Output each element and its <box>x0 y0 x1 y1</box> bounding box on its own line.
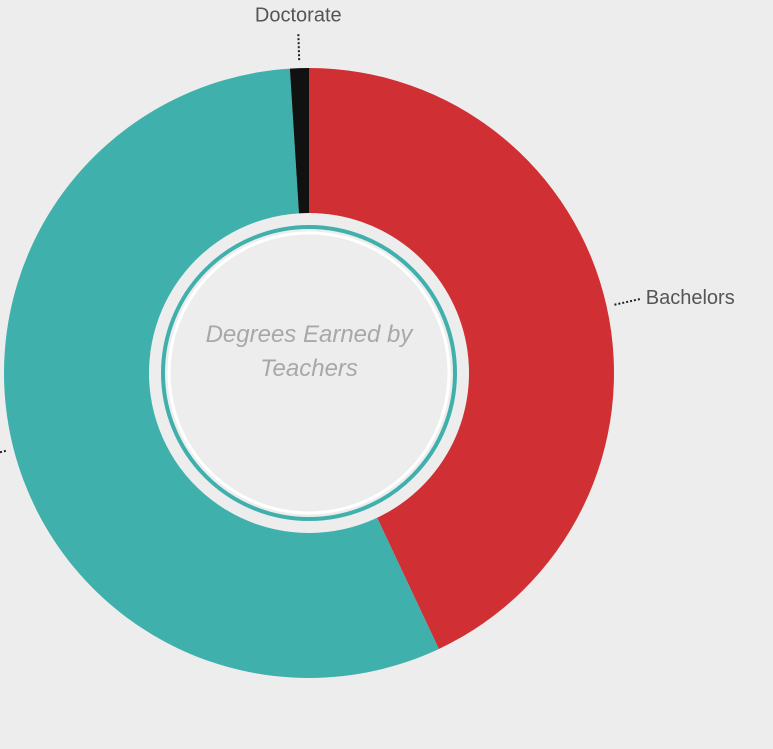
slice <box>309 68 615 649</box>
slice <box>289 68 309 214</box>
slice <box>3 68 439 678</box>
inner-disc <box>167 231 451 515</box>
slice-label: Doctorate <box>255 4 342 26</box>
chart-title: Degrees Earned by Teachers <box>205 321 413 382</box>
leader-line <box>0 449 7 454</box>
leader-line <box>297 32 301 61</box>
slice-label: Bachelors <box>646 287 735 309</box>
leader-line <box>614 297 643 306</box>
